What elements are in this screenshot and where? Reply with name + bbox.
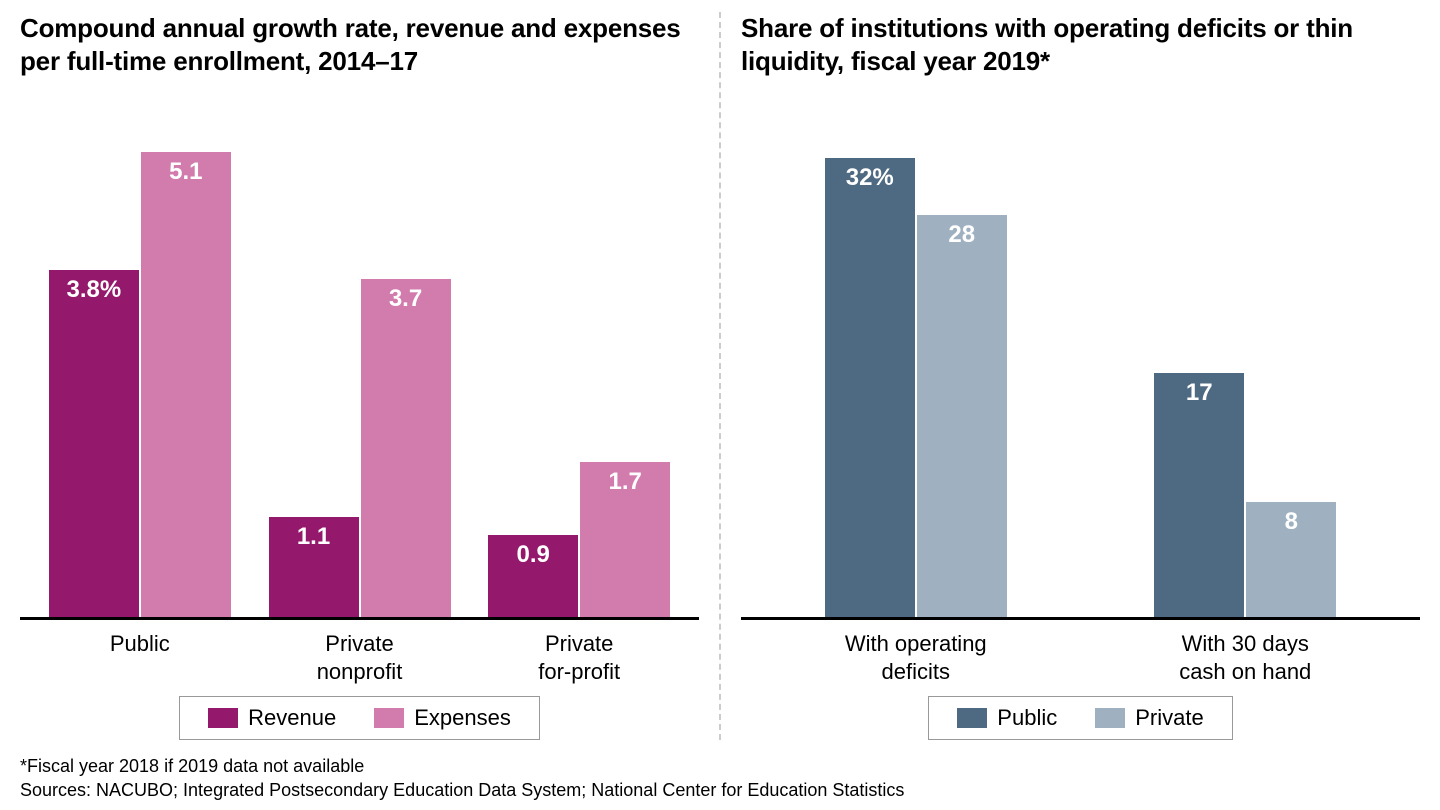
legend-item: Public <box>957 705 1057 731</box>
right-legend: Public Private <box>928 696 1232 740</box>
right-x-labels: With operating deficits With 30 days cas… <box>741 620 1420 692</box>
x-label-line: nonprofit <box>317 659 403 684</box>
bar-revenue: 3.8% <box>49 270 139 617</box>
x-label-line: cash on hand <box>1179 659 1311 684</box>
bar-private: 28 <box>917 215 1007 617</box>
bar-value-label: 3.7 <box>389 285 422 313</box>
left-plot-area: 3.8% 5.1 1.1 3.7 <box>20 115 699 740</box>
x-label-line: With operating <box>845 631 987 656</box>
legend-swatch <box>374 708 404 728</box>
bar-group: 17 8 <box>1081 115 1411 617</box>
legend-item: Private <box>1095 705 1203 731</box>
bar-value-label: 17 <box>1186 379 1213 407</box>
bar-expenses: 3.7 <box>361 279 451 617</box>
legend-item: Revenue <box>208 705 336 731</box>
x-axis-label: With 30 days cash on hand <box>1081 630 1411 692</box>
bar-public: 17 <box>1154 373 1244 617</box>
legend-label: Private <box>1135 705 1203 731</box>
x-label-line: Private <box>325 631 393 656</box>
left-chart-panel: Compound annual growth rate, revenue and… <box>20 12 719 740</box>
bar-group: 32% 28 <box>751 115 1081 617</box>
bar-expenses: 1.7 <box>580 462 670 617</box>
bar-group: 3.8% 5.1 <box>30 115 250 617</box>
bar-public: 32% <box>825 158 915 617</box>
left-chart-title: Compound annual growth rate, revenue and… <box>20 12 699 77</box>
right-chart-panel: Share of institutions with operating def… <box>721 12 1420 740</box>
x-axis-label: With operating deficits <box>751 630 1081 692</box>
x-label-line: deficits <box>882 659 950 684</box>
left-legend: Revenue Expenses <box>179 696 540 740</box>
bar-private: 8 <box>1246 502 1336 617</box>
bar-expenses: 5.1 <box>141 152 231 617</box>
right-plot-area: 32% 28 17 8 With o <box>741 115 1420 740</box>
footnote-line: *Fiscal year 2018 if 2019 data not avail… <box>20 754 1420 778</box>
bar-revenue: 1.1 <box>269 517 359 617</box>
legend-swatch <box>957 708 987 728</box>
left-bars-container: 3.8% 5.1 1.1 3.7 <box>20 115 699 620</box>
footnotes: *Fiscal year 2018 if 2019 data not avail… <box>20 754 1420 803</box>
bar-value-label: 5.1 <box>169 158 202 186</box>
legend-swatch <box>208 708 238 728</box>
x-label-line: Private <box>545 631 613 656</box>
bar-group: 1.1 3.7 <box>250 115 470 617</box>
legend-item: Expenses <box>374 705 511 731</box>
bar-value-label: 1.7 <box>608 468 641 496</box>
bar-group: 0.9 1.7 <box>469 115 689 617</box>
bar-value-label: 32% <box>846 164 894 192</box>
footnote-line: Sources: NACUBO; Integrated Postsecondar… <box>20 778 1420 802</box>
bar-value-label: 8 <box>1285 508 1298 536</box>
x-label-line: Public <box>110 631 170 656</box>
bar-revenue: 0.9 <box>488 535 578 617</box>
legend-swatch <box>1095 708 1125 728</box>
legend-label: Public <box>997 705 1057 731</box>
legend-label: Revenue <box>248 705 336 731</box>
charts-row: Compound annual growth rate, revenue and… <box>20 12 1420 740</box>
x-axis-label: Public <box>30 630 250 692</box>
x-label-line: With 30 days <box>1182 631 1309 656</box>
bar-value-label: 0.9 <box>516 541 549 569</box>
x-axis-label: Private for-profit <box>469 630 689 692</box>
right-chart-title: Share of institutions with operating def… <box>741 12 1420 77</box>
legend-label: Expenses <box>414 705 511 731</box>
left-x-labels: Public Private nonprofit Private for-pro… <box>20 620 699 692</box>
bar-value-label: 1.1 <box>297 523 330 551</box>
right-bars-container: 32% 28 17 8 <box>741 115 1420 620</box>
bar-value-label: 28 <box>948 221 975 249</box>
x-label-line: for-profit <box>538 659 620 684</box>
x-axis-label: Private nonprofit <box>250 630 470 692</box>
bar-value-label: 3.8% <box>66 276 121 304</box>
